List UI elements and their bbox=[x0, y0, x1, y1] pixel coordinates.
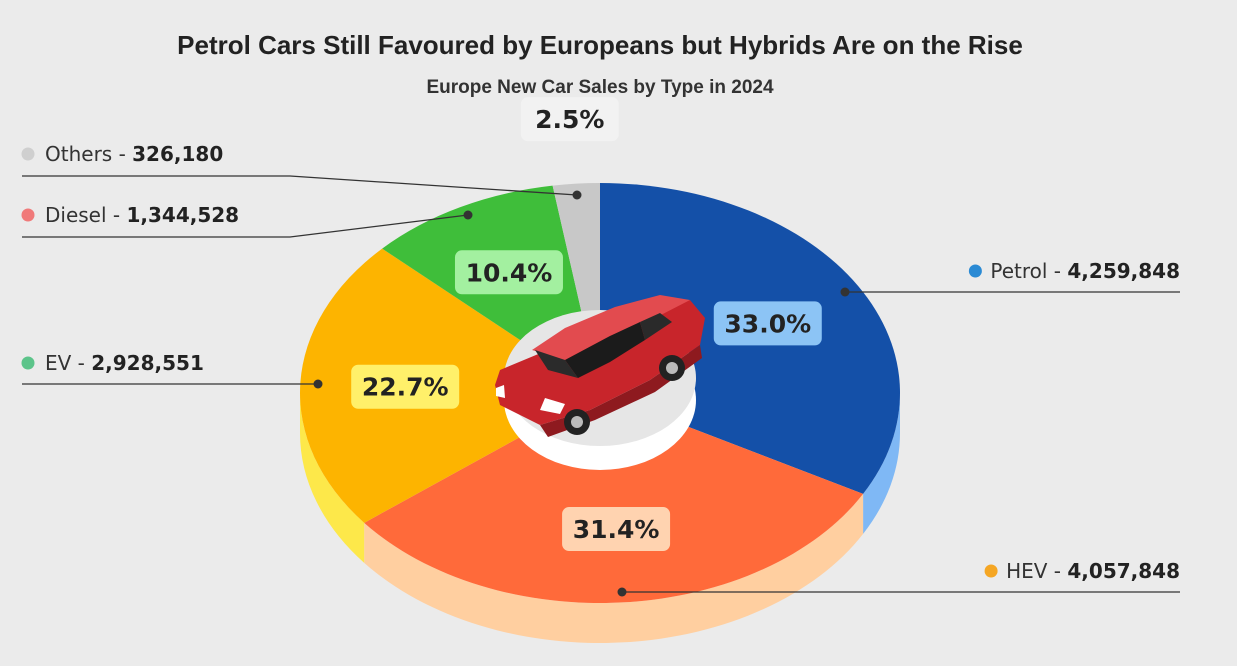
percent-box-diesel bbox=[454, 250, 563, 295]
legend-marker-hev bbox=[984, 564, 998, 578]
legend-label-diesel: Diesel - 1,344,528 bbox=[45, 203, 239, 227]
percent-box-petrol bbox=[713, 301, 822, 346]
leader-line-diesel bbox=[22, 214, 469, 238]
percent-label-ev: 22.7% bbox=[362, 373, 449, 402]
percent-label-petrol: 33.0% bbox=[724, 309, 811, 338]
legend-label-others: Others - 326,180 bbox=[45, 142, 223, 166]
side-petrol bbox=[863, 393, 900, 534]
percent-label-diesel: 10.4% bbox=[466, 258, 553, 287]
percent-label-hev: 31.4% bbox=[573, 515, 660, 544]
side-hev bbox=[364, 493, 864, 643]
leader-lines bbox=[22, 175, 1180, 597]
leader-dot-others bbox=[572, 190, 582, 200]
legend-marker-petrol bbox=[968, 264, 982, 278]
chart-side-walls bbox=[300, 393, 900, 643]
legend-label-ev: EV - 2,928,551 bbox=[45, 351, 204, 375]
car-icon bbox=[495, 295, 705, 437]
slice-hev bbox=[364, 393, 864, 604]
leader-dot-ev bbox=[313, 379, 323, 389]
leader-line-others bbox=[22, 175, 578, 196]
legend-label-hev: HEV - 4,057,848 bbox=[1006, 559, 1180, 583]
percent-labels: 33.0% 31.4% 22.7% 10.4% 2.5% bbox=[351, 97, 822, 552]
legend: Petrol - 4,259,848 HEV - 4,057,848 EV - 2,… bbox=[21, 142, 1180, 583]
percent-box-ev bbox=[351, 364, 460, 409]
legend-marker-diesel bbox=[21, 208, 35, 222]
chart-subtitle: Europe New Car Sales by Type in 2024 bbox=[426, 77, 774, 98]
leader-dot-petrol bbox=[840, 287, 850, 297]
chart-title: Petrol Cars Still Favoured by Europeans … bbox=[177, 30, 1023, 60]
percent-label-others: 2.5% bbox=[535, 105, 604, 134]
percent-box-others bbox=[520, 97, 619, 142]
legend-label-petrol: Petrol - 4,259,848 bbox=[990, 259, 1180, 283]
legend-marker-ev bbox=[21, 356, 35, 370]
leader-dot-diesel bbox=[463, 210, 473, 220]
leader-dot-hev bbox=[617, 587, 627, 597]
legend-marker-others bbox=[21, 147, 35, 161]
percent-box-hev bbox=[562, 507, 671, 552]
side-ev bbox=[300, 393, 365, 563]
